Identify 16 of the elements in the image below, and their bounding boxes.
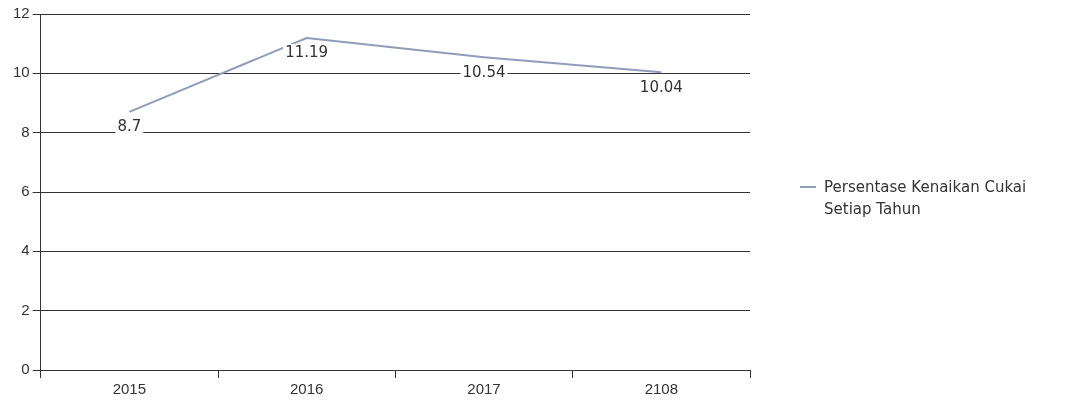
data-label: 11.19 [285,43,329,62]
y-tick-label: 4 [21,241,30,259]
x-tick-label: 2016 [289,380,324,398]
y-tick-label: 6 [21,182,30,200]
data-label: 8.7 [117,117,142,136]
legend-label: Persentase Kenaikan Cukai Setiap Tahun [824,177,1028,220]
data-label: 10.54 [462,62,506,81]
x-tick-label: 2017 [467,380,501,398]
y-tick-label: 8 [21,122,30,140]
y-tick-label: 12 [13,4,30,22]
y-tick-label: 0 [21,360,30,378]
y-tick-label: 2 [21,300,30,318]
x-tick-label: 2015 [112,380,147,398]
x-tick-label: 2108 [644,380,679,398]
y-tick-label: 10 [13,63,30,81]
data-label: 10.04 [639,77,683,96]
